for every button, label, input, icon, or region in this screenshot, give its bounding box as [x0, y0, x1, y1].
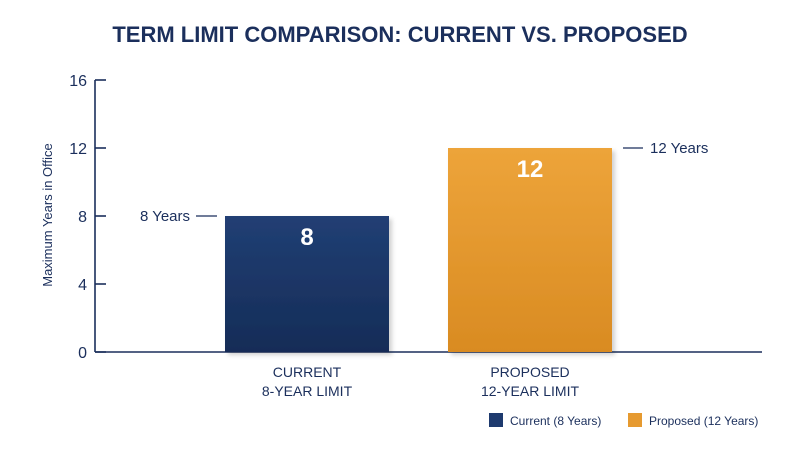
y-tick-label: 4: [78, 277, 87, 294]
x-category-label: PROPOSED: [490, 364, 569, 380]
x-labels: CURRENT 8-YEAR LIMIT PROPOSED 12-YEAR LIMIT: [262, 364, 580, 399]
chart-title: TERM LIMIT COMPARISON: CURRENT VS. PROPO…: [112, 22, 687, 47]
annotation-current: 8 Years: [140, 208, 190, 225]
axes: [94, 80, 762, 353]
legend-label: Proposed (12 Years): [649, 414, 758, 428]
legend: Current (8 Years) Proposed (12 Years): [489, 413, 758, 428]
bars: 8 12: [225, 148, 612, 352]
x-category-label: 12-YEAR LIMIT: [481, 383, 579, 399]
y-tick-label: 8: [78, 209, 87, 226]
y-tick-label: 12: [69, 141, 87, 158]
y-tick-label: 0: [78, 345, 87, 362]
bar-proposed: [448, 148, 612, 352]
bar-value-label: 12: [517, 156, 544, 183]
legend-swatch: [628, 413, 642, 427]
bar-value-label: 8: [300, 224, 313, 251]
y-axis-label: Maximum Years in Office: [40, 143, 55, 287]
legend-swatch: [489, 413, 503, 427]
annotation-proposed: 12 Years: [650, 140, 708, 157]
bar-current: [225, 216, 389, 352]
y-tick-label: 16: [69, 73, 87, 90]
legend-label: Current (8 Years): [510, 414, 601, 428]
x-category-label: CURRENT: [273, 364, 342, 380]
annotations: 8 Years 12 Years: [140, 140, 708, 225]
x-category-label: 8-YEAR LIMIT: [262, 383, 353, 399]
y-ticks: 0 4 8 12 16: [69, 73, 106, 362]
